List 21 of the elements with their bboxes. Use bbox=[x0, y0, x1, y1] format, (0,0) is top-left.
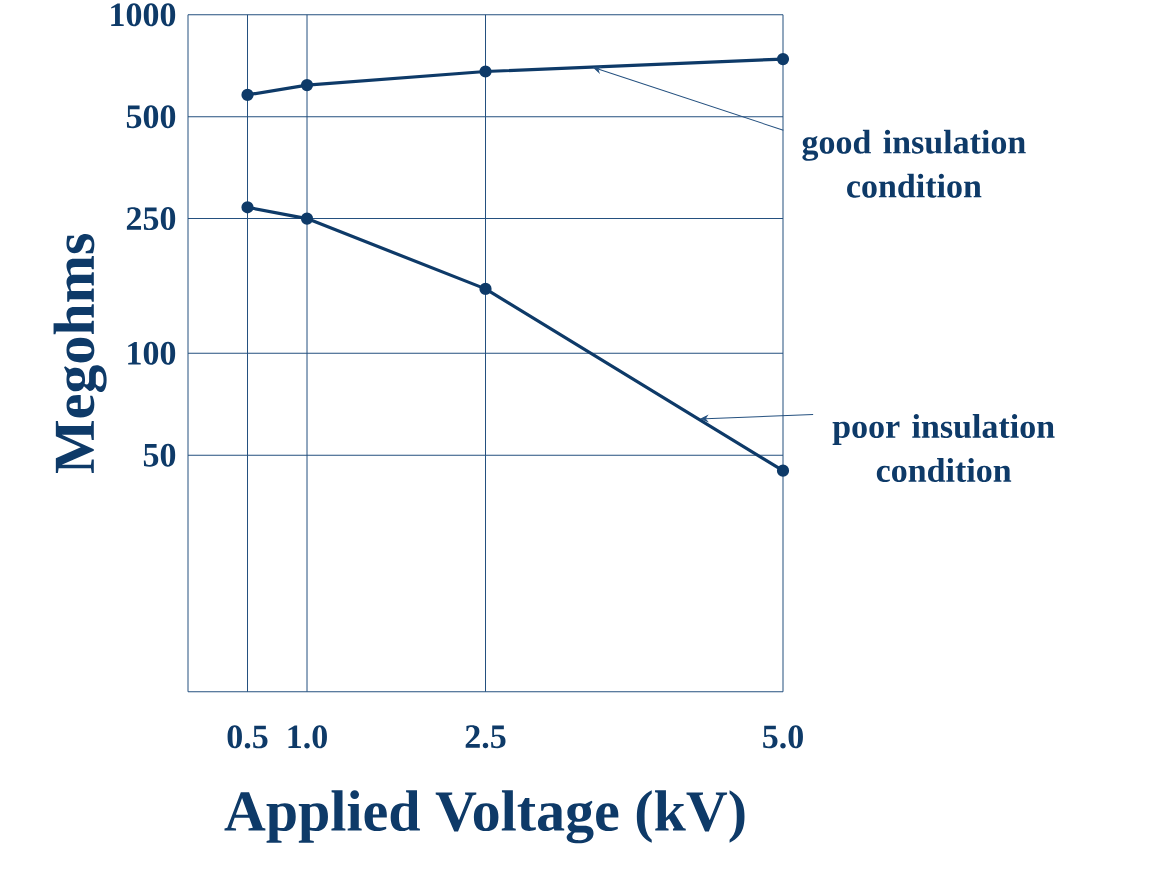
annotation: poor insulation condition bbox=[832, 414, 1055, 483]
point bbox=[241, 88, 254, 102]
y-tick-label: 500 bbox=[126, 105, 176, 129]
annotation: good insulation condition bbox=[802, 129, 1026, 198]
x-tick-label: 5.0 bbox=[763, 725, 803, 749]
y-tick-label: 1000 bbox=[111, 3, 176, 27]
point bbox=[479, 282, 492, 296]
point bbox=[479, 65, 492, 78]
y-tick-label: 250 bbox=[126, 207, 176, 231]
y-tick-label: 50 bbox=[143, 443, 176, 467]
point bbox=[776, 464, 790, 477]
point bbox=[300, 79, 314, 92]
x-tick-label: 2.5 bbox=[465, 725, 506, 749]
y-axis-title: Megohms bbox=[53, 233, 107, 474]
y-tick-label: 100 bbox=[128, 341, 176, 365]
point bbox=[776, 53, 790, 66]
x-axis-title: Applied Voltage (kV) bbox=[224, 790, 745, 844]
point bbox=[300, 212, 314, 225]
x-tick-label: 1.0 bbox=[288, 725, 327, 749]
point bbox=[241, 201, 254, 214]
x-tick-label: 0.5 bbox=[227, 725, 268, 749]
